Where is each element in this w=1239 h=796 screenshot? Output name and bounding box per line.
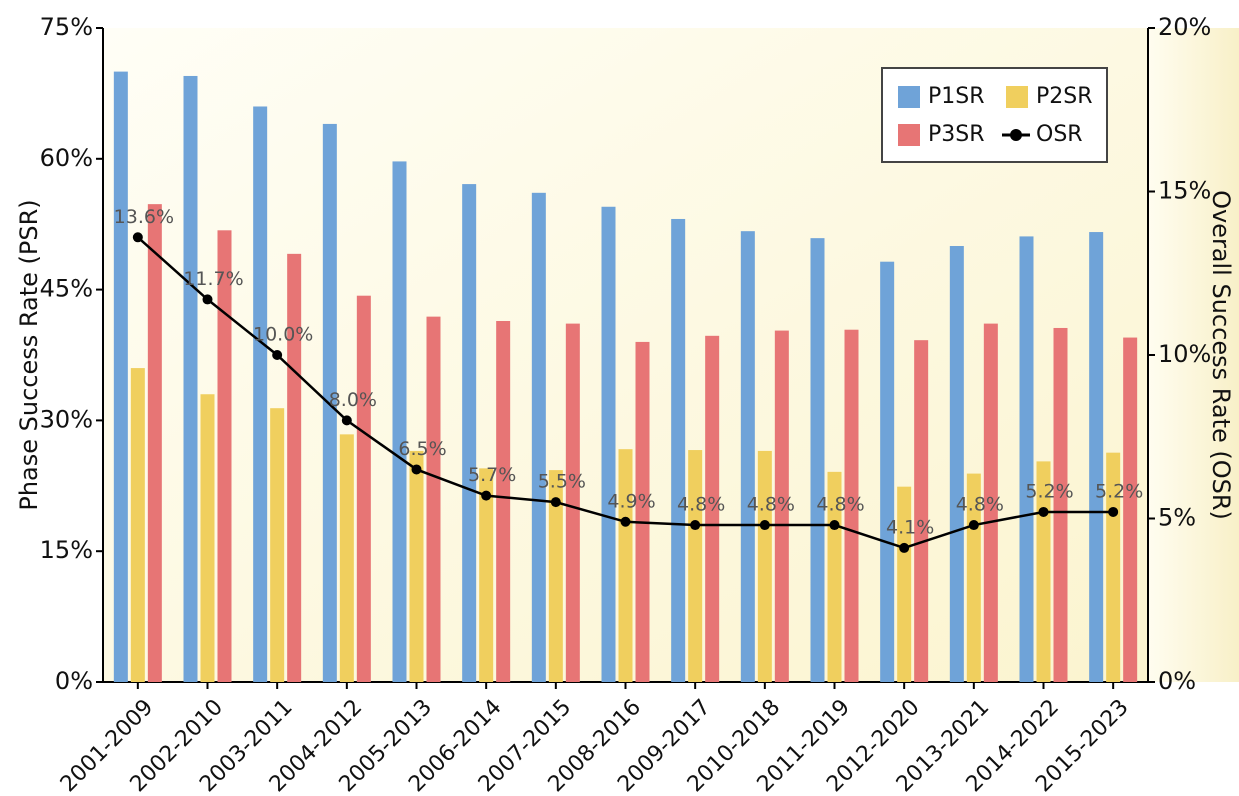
bar <box>705 335 720 682</box>
data-label: 4.9% <box>607 490 655 512</box>
data-label: 5.2% <box>1095 480 1143 502</box>
bar <box>183 75 198 682</box>
y-tick-label: 30% <box>40 405 93 433</box>
data-label: 4.8% <box>747 494 795 516</box>
y2-tick-label: 20% <box>1158 13 1211 41</box>
data-label: 4.8% <box>677 494 725 516</box>
line-point <box>1038 506 1049 517</box>
y-tick-label: 15% <box>40 536 93 564</box>
data-label: 13.6% <box>114 206 174 228</box>
data-label: 4.8% <box>956 494 1004 516</box>
line-point <box>759 520 770 531</box>
bar <box>270 408 285 682</box>
bar <box>983 323 998 682</box>
data-label: 5.5% <box>538 471 586 493</box>
bar <box>688 450 703 682</box>
bar <box>426 316 441 682</box>
y-axis-label: Phase Success Rate (PSR) <box>15 199 43 510</box>
bar <box>618 449 633 682</box>
bar <box>774 330 789 682</box>
legend-swatch <box>1006 86 1028 108</box>
line-point <box>272 350 283 360</box>
y2-tick-label: 5% <box>1158 504 1196 532</box>
bar <box>287 253 302 682</box>
legend-label: P2SR <box>1036 84 1093 109</box>
data-label: 8.0% <box>329 389 377 411</box>
line-point <box>899 542 910 553</box>
line-point <box>481 490 492 501</box>
line-point <box>690 520 701 531</box>
legend-label: P3SR <box>928 122 985 147</box>
data-label: 11.7% <box>183 268 243 290</box>
data-label: 4.1% <box>886 516 934 538</box>
bar <box>1053 327 1068 682</box>
line-point <box>202 294 213 305</box>
bar <box>1089 232 1104 682</box>
data-label: 5.7% <box>468 464 516 486</box>
bar <box>339 434 354 682</box>
legend-label: OSR <box>1036 122 1083 147</box>
bar <box>113 71 128 683</box>
bar <box>548 470 563 682</box>
bar <box>949 246 964 682</box>
data-label: 10.0% <box>253 324 313 346</box>
bar <box>147 204 162 683</box>
bar <box>253 106 268 683</box>
bar <box>392 161 407 682</box>
bar <box>897 486 912 682</box>
line-point <box>550 497 561 508</box>
bar <box>740 231 755 682</box>
y2-tick-label: 0% <box>1158 667 1196 695</box>
bar <box>496 320 511 682</box>
y2-axis-label: Overall Success Rate (OSR) <box>1207 190 1235 520</box>
y2-tick-label: 15% <box>1158 177 1211 205</box>
bar <box>1019 236 1034 682</box>
legend-swatch <box>1010 129 1022 141</box>
bar <box>130 368 145 682</box>
bar <box>200 394 215 682</box>
line-point <box>968 520 979 531</box>
bar <box>217 230 232 682</box>
bar <box>880 261 895 682</box>
bar <box>914 340 929 682</box>
data-label: 4.8% <box>816 494 864 516</box>
line-point <box>1108 506 1119 517</box>
bar <box>479 468 494 682</box>
bar <box>601 206 616 682</box>
y-tick-label: 0% <box>55 667 93 695</box>
bar <box>531 192 546 683</box>
legend-box <box>881 67 1108 163</box>
y-tick-label: 45% <box>40 275 93 303</box>
bar <box>635 341 650 682</box>
line-point <box>341 415 352 426</box>
line-point <box>132 232 143 243</box>
right-margin-background <box>1148 28 1239 682</box>
bar <box>1123 337 1138 682</box>
data-label: 5.2% <box>1025 480 1073 502</box>
legend-swatch <box>898 124 920 146</box>
bar <box>757 450 772 682</box>
bar <box>1036 461 1051 682</box>
bar <box>462 184 477 682</box>
legend-swatch <box>898 86 920 108</box>
y-tick-label: 75% <box>40 13 93 41</box>
legend-label: P1SR <box>928 84 985 109</box>
bar <box>356 295 371 682</box>
line-point <box>411 464 422 475</box>
bar <box>671 218 686 682</box>
y-tick-label: 60% <box>40 144 93 172</box>
bar <box>844 329 859 682</box>
bar <box>565 323 580 682</box>
bar <box>810 238 825 683</box>
y2-tick-label: 10% <box>1158 340 1211 368</box>
bar <box>409 450 424 682</box>
line-point <box>829 520 840 531</box>
line-point <box>620 516 631 527</box>
data-label: 6.5% <box>398 438 446 460</box>
